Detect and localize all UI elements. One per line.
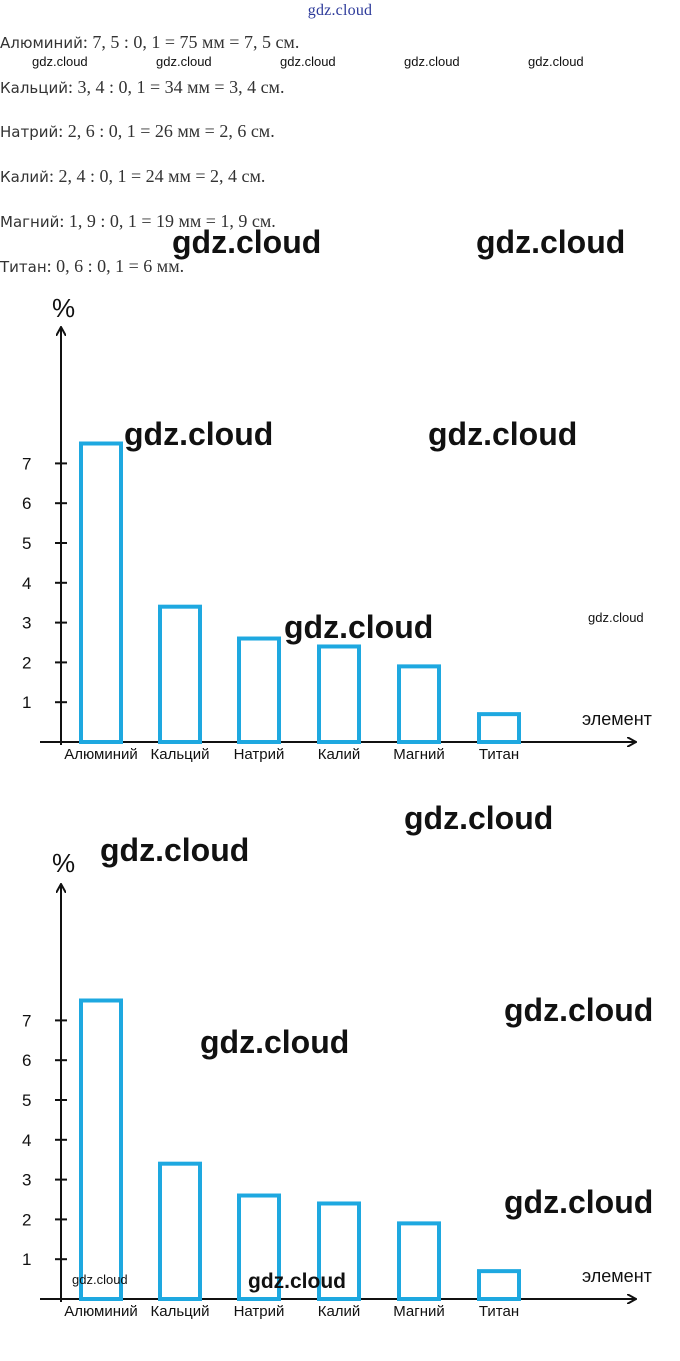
bar: [237, 1193, 281, 1301]
calc-line-potassium: Калий: 2, 4 : 0, 1 = 24 мм = 2, 4 см.: [0, 166, 265, 187]
y-tick-label: 3: [22, 614, 31, 633]
bars: [79, 441, 521, 745]
x-axis-label: элемент: [582, 709, 652, 729]
watermark: gdz.cloud: [124, 416, 274, 452]
calc-line-aluminium: Алюминий: 7, 5 : 0, 1 = 75 мм = 7, 5 см.: [0, 32, 299, 53]
x-axis-label: элемент: [582, 1266, 652, 1286]
category-label: Алюминий: [64, 1303, 138, 1320]
y-tick-label: 5: [22, 1091, 31, 1110]
bar: [158, 604, 202, 744]
bar: [397, 1221, 441, 1302]
category-labels: Алюминий Кальций Натрий Калий Магний Титан: [64, 746, 519, 763]
category-label: Натрий: [234, 1303, 285, 1320]
bar: [477, 1269, 521, 1302]
brand-header: gdz.cloud: [307, 2, 373, 19]
category-label: Магний: [393, 1303, 445, 1320]
element-name: Титан: [0, 258, 47, 276]
watermark: gdz.cloud: [504, 992, 654, 1028]
calc-line-calcium: Кальций: 3, 4 : 0, 1 = 34 мм = 3, 4 см.: [0, 77, 284, 98]
y-tick-label: 5: [22, 534, 31, 553]
category-label: Калий: [318, 1303, 361, 1320]
y-ticks: 1 2 3 4 5 6 7: [22, 454, 67, 712]
element-name: Натрий: [0, 123, 59, 141]
watermark: gdz.cloud: [248, 1270, 346, 1293]
bar: [79, 998, 123, 1301]
y-tick-label: 1: [22, 693, 31, 712]
category-label: Титан: [479, 1303, 519, 1320]
category-label: Магний: [393, 746, 445, 763]
watermark: gdz.cloud: [404, 54, 460, 69]
calc-formula: : 0, 6 : 0, 1 = 6 мм.: [46, 256, 185, 276]
category-label: Титан: [479, 746, 519, 763]
watermark: gdz.cloud: [172, 224, 322, 260]
watermark: gdz.cloud: [72, 1272, 128, 1287]
bar: [317, 644, 361, 745]
y-tick-label: 7: [22, 454, 31, 473]
element-name: Алюминий: [0, 34, 83, 52]
y-axis-label: %: [52, 848, 75, 878]
watermark: gdz.cloud: [284, 609, 434, 645]
watermark: gdz.cloud: [100, 832, 250, 868]
calc-formula: : 7, 5 : 0, 1 = 75 мм = 7, 5 см.: [82, 32, 300, 52]
watermark: gdz.cloud: [156, 54, 212, 69]
y-tick-label: 3: [22, 1171, 31, 1190]
y-tick-label: 6: [22, 494, 31, 513]
y-tick-label: 4: [22, 1131, 31, 1150]
bar: [397, 664, 441, 745]
y-tick-label: 7: [22, 1011, 31, 1030]
watermark: gdz.cloud: [200, 1024, 350, 1060]
bar: [79, 441, 123, 744]
element-name: Калий: [0, 168, 49, 186]
category-label: Кальций: [151, 1303, 210, 1320]
y-axis-label: %: [52, 293, 75, 323]
bar: [477, 712, 521, 745]
category-label: Калий: [318, 746, 361, 763]
bar-chart-2: % элемент 1 2 3 4 5 6 7 Алюминий Кальций Натрий К…: [22, 848, 652, 1320]
bar-chart-1: % элемент 1 2 3 4 5 6 7 Алюминий Кальций Натрий К…: [22, 293, 652, 763]
bar: [317, 1201, 361, 1302]
calc-line-titanium: Титан: 0, 6 : 0, 1 = 6 мм.: [0, 256, 184, 277]
watermark: gdz.cloud: [504, 1184, 654, 1220]
category-label: Кальций: [151, 746, 210, 763]
watermark: gdz.cloud: [32, 54, 88, 69]
category-label: Алюминий: [64, 746, 138, 763]
element-name: Магний: [0, 213, 60, 231]
y-tick-label: 6: [22, 1051, 31, 1070]
y-tick-label: 4: [22, 574, 31, 593]
calc-formula: : 1, 9 : 0, 1 = 19 мм = 1, 9 см.: [59, 211, 276, 231]
bar: [158, 1161, 202, 1301]
calc-formula: : 2, 4 : 0, 1 = 24 мм = 2, 4 см.: [48, 166, 266, 186]
watermark: gdz.cloud: [476, 224, 626, 260]
calc-line-magnesium: Магний: 1, 9 : 0, 1 = 19 мм = 1, 9 см.: [0, 211, 276, 232]
calc-formula: : 2, 6 : 0, 1 = 26 мм = 2, 6 см.: [58, 121, 275, 141]
watermark: gdz.cloud: [428, 416, 578, 452]
bar: [237, 636, 281, 744]
category-label: Натрий: [234, 746, 285, 763]
y-ticks: 1 2 3 4 5 6 7: [22, 1011, 67, 1269]
y-tick-label: 2: [22, 1210, 31, 1229]
y-tick-label: 2: [22, 653, 31, 672]
element-name: Кальций: [0, 79, 68, 97]
watermark: gdz.cloud: [404, 800, 554, 836]
calc-line-sodium: Натрий: 2, 6 : 0, 1 = 26 мм = 2, 6 см.: [0, 121, 275, 142]
category-labels: Алюминий Кальций Натрий Калий Магний Титан: [64, 1303, 519, 1320]
y-tick-label: 1: [22, 1250, 31, 1269]
watermark: gdz.cloud: [588, 610, 644, 625]
watermark: gdz.cloud: [280, 54, 336, 69]
bars: [79, 998, 521, 1302]
calc-formula: : 3, 4 : 0, 1 = 34 мм = 3, 4 см.: [67, 77, 285, 97]
watermark: gdz.cloud: [528, 54, 584, 69]
